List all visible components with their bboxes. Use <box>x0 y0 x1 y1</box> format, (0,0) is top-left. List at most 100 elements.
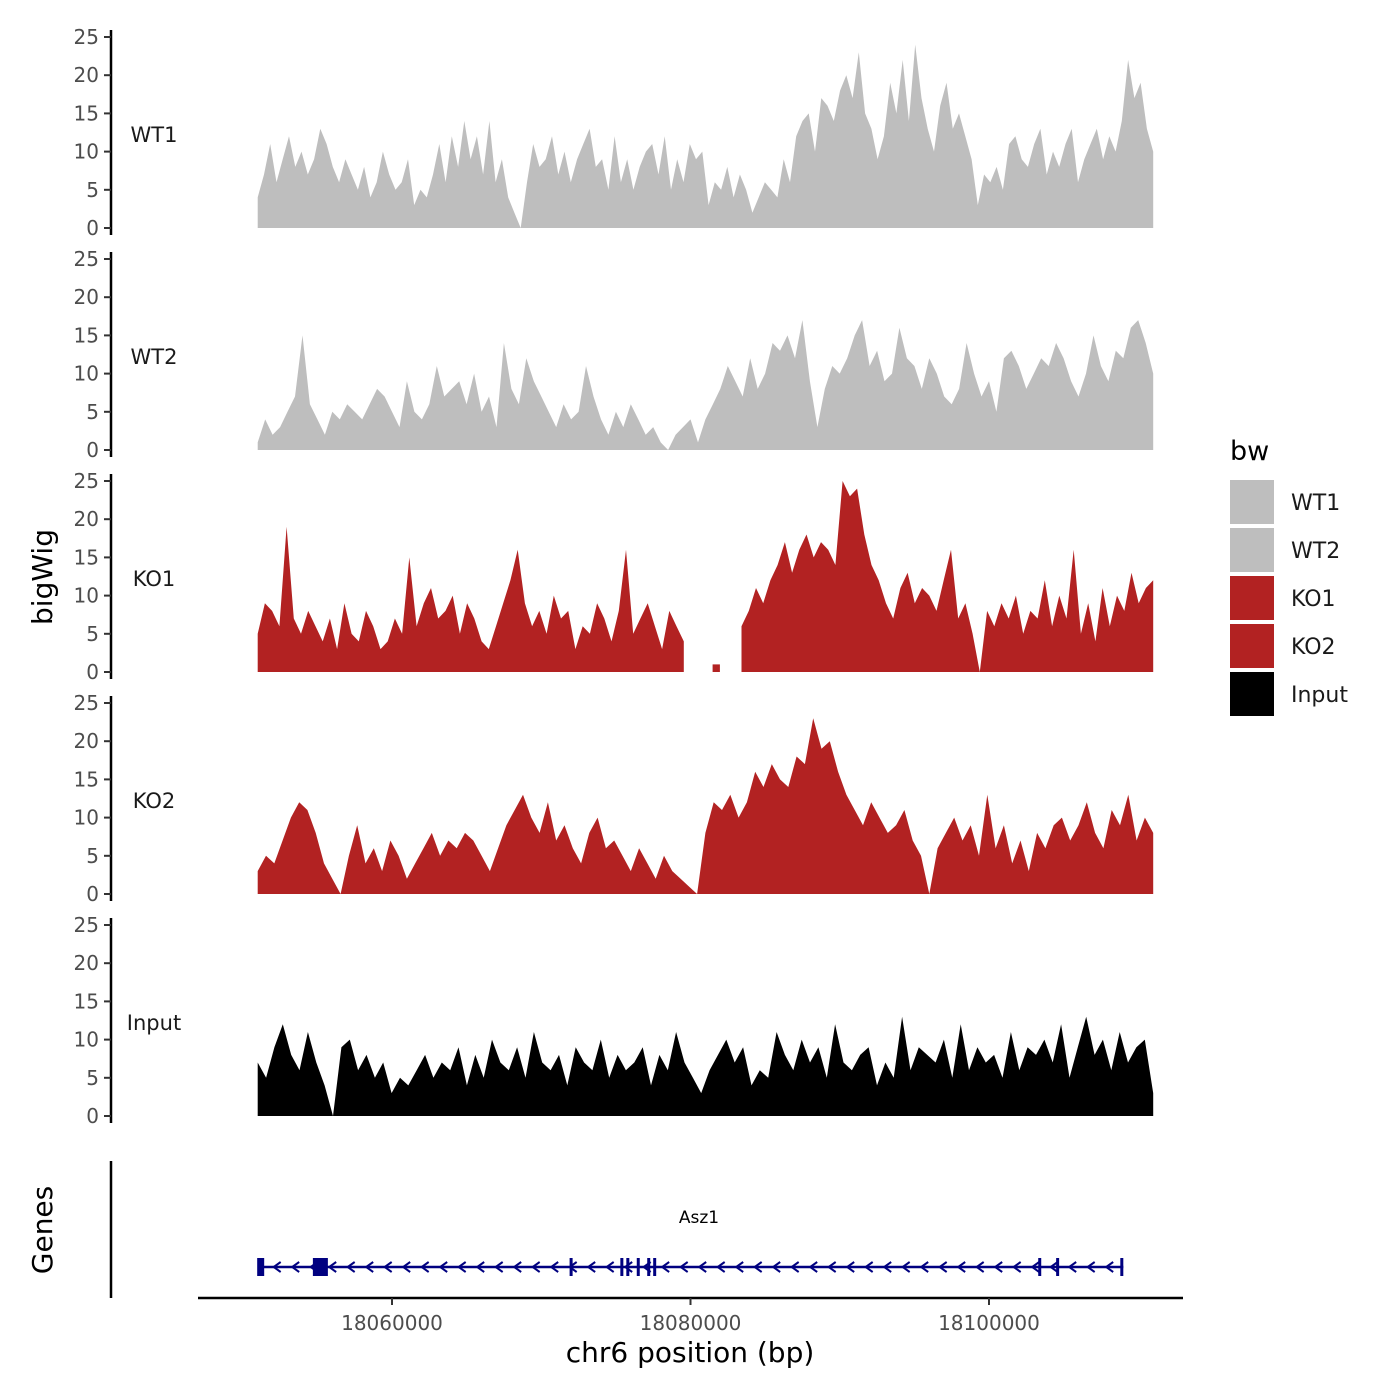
legend-key <box>1230 528 1274 572</box>
legend-label: KO2 <box>1291 635 1336 660</box>
strand-arrow <box>734 1261 744 1273</box>
legend-label: Input <box>1291 683 1348 708</box>
strand-arrow <box>530 1261 541 1273</box>
strand-arrow <box>586 1261 596 1273</box>
strand-arrow <box>493 1261 504 1273</box>
strand-arrow <box>974 1261 985 1273</box>
y-tick-label: 15 <box>74 545 99 569</box>
strand-arrow <box>1011 1261 1022 1273</box>
legend-key <box>1230 672 1274 716</box>
strand-arrow <box>919 1261 929 1273</box>
legend-label: KO1 <box>1291 587 1336 612</box>
track-label: WT1 <box>131 123 178 147</box>
strand-arrow <box>512 1261 522 1273</box>
strand-arrow <box>382 1261 393 1273</box>
track-wt2: 0 5 10 15 20 25 WT2 <box>74 247 1154 462</box>
y-axis-title-bigwig: bigWig <box>26 529 59 625</box>
exon <box>312 1258 328 1276</box>
strand-arrow <box>697 1261 707 1273</box>
strand-arrow <box>604 1261 615 1273</box>
exon <box>653 1258 657 1276</box>
legend-key <box>1230 576 1274 620</box>
strand-arrow <box>1067 1261 1077 1273</box>
y-tick-label: 20 <box>74 729 99 753</box>
y-tick-label: 0 <box>86 882 99 906</box>
x-tick-label: 18080000 <box>640 1311 742 1335</box>
strand-arrow <box>271 1261 282 1273</box>
y-tick-label: 20 <box>74 285 99 309</box>
track-label: Input <box>127 1011 181 1035</box>
track-panels: 0 5 10 15 20 25 WT1 0 5 10 15 20 25 WT2 0 5 10 15 20 25 KO1 0… <box>74 25 1154 1128</box>
strand-arrow <box>345 1261 356 1273</box>
legend-key <box>1230 480 1274 524</box>
strand-arrow <box>623 1261 633 1273</box>
strand-arrow <box>900 1261 911 1273</box>
y-tick-label: 25 <box>74 469 99 493</box>
strand-arrow <box>678 1261 689 1273</box>
exon <box>257 1258 265 1276</box>
y-tick-label: 25 <box>74 691 99 715</box>
coverage-area <box>257 718 1154 894</box>
strand-arrow <box>364 1261 374 1273</box>
gene-body <box>257 1258 1124 1276</box>
gene-label: Asz1 <box>679 1208 719 1228</box>
strand-arrow <box>752 1261 763 1273</box>
track-label: WT2 <box>131 345 178 369</box>
legend-label: WT1 <box>1291 491 1340 516</box>
exon <box>1120 1258 1124 1276</box>
coverage-area <box>257 320 1154 450</box>
exon <box>620 1258 624 1276</box>
exon <box>1056 1258 1060 1276</box>
track-input: 0 5 10 15 20 25 Input <box>74 913 1154 1128</box>
gene-track: Asz1 <box>109 1161 1124 1298</box>
coverage-area <box>257 526 684 672</box>
y-tick-label: 20 <box>74 507 99 531</box>
x-tick-label: 18060000 <box>341 1311 443 1335</box>
y-tick-label: 25 <box>74 913 99 937</box>
y-tick-label: 10 <box>74 806 99 830</box>
strand-arrow <box>845 1261 855 1273</box>
exon <box>626 1258 630 1276</box>
y-tick-label: 5 <box>86 844 99 868</box>
strand-arrow <box>882 1261 892 1273</box>
y-tick-label: 10 <box>74 362 99 386</box>
track-label: KO2 <box>133 789 176 813</box>
y-tick-label: 20 <box>74 63 99 87</box>
y-tick-label: 10 <box>74 140 99 164</box>
track-label: KO1 <box>133 567 176 591</box>
y-tick-label: 0 <box>86 660 99 684</box>
y-tick-label: 15 <box>74 323 99 347</box>
strand-arrow <box>715 1261 726 1273</box>
exon <box>1038 1258 1042 1276</box>
legend: bw WT1 WT2 KO1 KO2 Input <box>1230 436 1348 716</box>
strand-arrow <box>937 1261 948 1273</box>
strand-arrow <box>401 1261 411 1273</box>
exon <box>636 1258 640 1276</box>
y-tick-label: 5 <box>86 400 99 424</box>
strand-arrow <box>549 1261 559 1273</box>
y-tick-label: 15 <box>74 767 99 791</box>
legend-label: WT2 <box>1291 539 1340 564</box>
y-tick-label: 25 <box>74 25 99 49</box>
y-tick-label: 5 <box>86 622 99 646</box>
coverage-area <box>741 481 1154 672</box>
x-axis: 18060000 18080000 18100000 <box>198 1296 1183 1335</box>
strand-arrow <box>1085 1261 1096 1273</box>
coverage-area <box>257 1016 1154 1116</box>
y-tick-label: 0 <box>86 438 99 462</box>
legend-key <box>1230 624 1274 668</box>
coverage-area <box>257 44 1154 228</box>
y-tick-label: 0 <box>86 1104 99 1128</box>
strand-arrow <box>419 1261 430 1273</box>
strand-arrow <box>1104 1261 1114 1273</box>
y-tick-label: 10 <box>74 584 99 608</box>
strand-arrow <box>956 1261 966 1273</box>
strand-arrow <box>475 1261 485 1273</box>
coverage-area <box>712 664 720 672</box>
x-tick-label: 18100000 <box>938 1311 1040 1335</box>
strand-arrow <box>993 1261 1003 1273</box>
strand-arrow <box>1048 1261 1059 1273</box>
strand-arrow <box>327 1261 337 1273</box>
x-axis-title: chr6 position (bp) <box>566 1336 815 1369</box>
